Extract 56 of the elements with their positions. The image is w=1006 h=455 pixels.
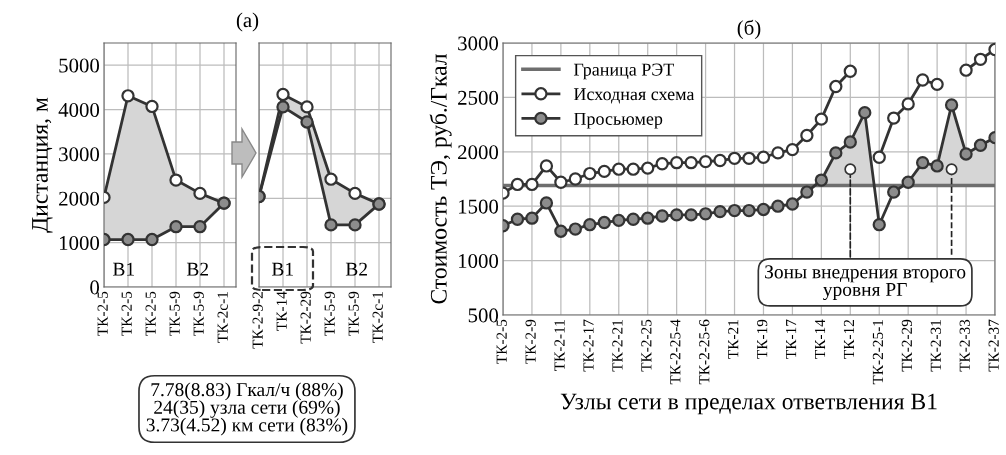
y-tick-label: 3000	[458, 36, 499, 51]
y-tick-label: 1000	[459, 253, 499, 269]
x-tick-label: ТК-2-31	[930, 320, 941, 372]
y-axis-title: Стоимость ТЭ, руб./Гкал	[429, 53, 452, 304]
x-tick-label: ТК-2-5	[97, 291, 108, 336]
y-tick-label: 4000	[58, 102, 100, 117]
x-tick-label: ТК-5-9	[193, 291, 204, 336]
x-tick-label: ТК-14	[814, 319, 826, 359]
y-tick-label: 3000	[59, 147, 100, 162]
x-tick-label: ТК-2-33	[959, 319, 970, 372]
x-tick-label: ТК-2-5	[121, 291, 132, 336]
y-tick-label: 0	[90, 280, 100, 295]
y-tick-label: 5000	[59, 58, 100, 73]
x-tick-label: ТК-2-25-6	[699, 319, 710, 385]
legend-label: Исходная схема	[573, 88, 695, 104]
x-tick-label: ТК-21	[728, 320, 739, 359]
annotation: В2	[345, 262, 367, 276]
annotation: Зоны внедрения второго уровня РГ	[765, 265, 966, 301]
x-tick-label: ТК-2-5	[145, 291, 156, 336]
x-tick-label: ТК-2-11	[554, 320, 565, 371]
x-tick-label: ТК-2-17	[583, 319, 594, 372]
x-tick-label: ТК-17	[786, 319, 797, 359]
annotation: В1	[113, 262, 134, 276]
x-tick-label: ТК-2-29	[300, 291, 311, 344]
x-tick-label: ТК-2-25-1	[872, 320, 884, 385]
x-axis-title: Узлы сети в пределах ответвления В1	[560, 393, 937, 415]
y-tick-label: 1500	[459, 199, 499, 214]
y-tick-label: 2500	[458, 90, 499, 105]
legend-label: Просьюмер	[573, 112, 663, 129]
x-tick-label: ТК-2-9-2	[252, 292, 263, 349]
y-tick-label: 500	[468, 308, 499, 323]
y-axis-title: Дистанция, м	[32, 97, 53, 233]
x-tick-label: ТК-5-9	[169, 291, 180, 336]
x-tick-label: ТК-2-9	[525, 319, 536, 364]
x-tick-label: ТК-2-25	[641, 319, 652, 372]
x-tick-label: ТК-5-9	[348, 291, 359, 336]
x-tick-label: ТК-2с-1	[217, 292, 228, 343]
y-tick-label: 2000	[59, 191, 100, 206]
x-tick-label: ТК-12	[843, 320, 854, 359]
y-tick-label: 1000	[60, 236, 100, 251]
x-tick-label: ТК-2с-1	[372, 292, 383, 343]
legend-label: Граница РЭТ	[573, 63, 674, 80]
x-tick-label: ТК-2-29	[901, 319, 912, 372]
chart-title: (а)	[236, 12, 259, 32]
x-tick-label: ТК-19	[757, 319, 768, 359]
x-tick-label: ТК-2-37	[988, 319, 999, 372]
x-tick-label: ТК-5-9	[324, 291, 335, 336]
chart-title: (б)	[737, 19, 761, 40]
text: 7.78(8.83) Гкал/ч (88%) 24(35) узла сети (69%) 3.73(4.52) км сети (83%)	[146, 382, 348, 436]
x-tick-label: ТК-14	[276, 291, 287, 331]
annotation: В1	[271, 262, 293, 276]
y-tick-label: 2000	[458, 145, 499, 160]
x-tick-label: ТК-2-5	[496, 319, 507, 364]
x-tick-label: ТК-2-21	[612, 320, 623, 372]
annotation: В2	[186, 262, 208, 276]
x-tick-label: ТК-2-25-4	[670, 319, 681, 385]
